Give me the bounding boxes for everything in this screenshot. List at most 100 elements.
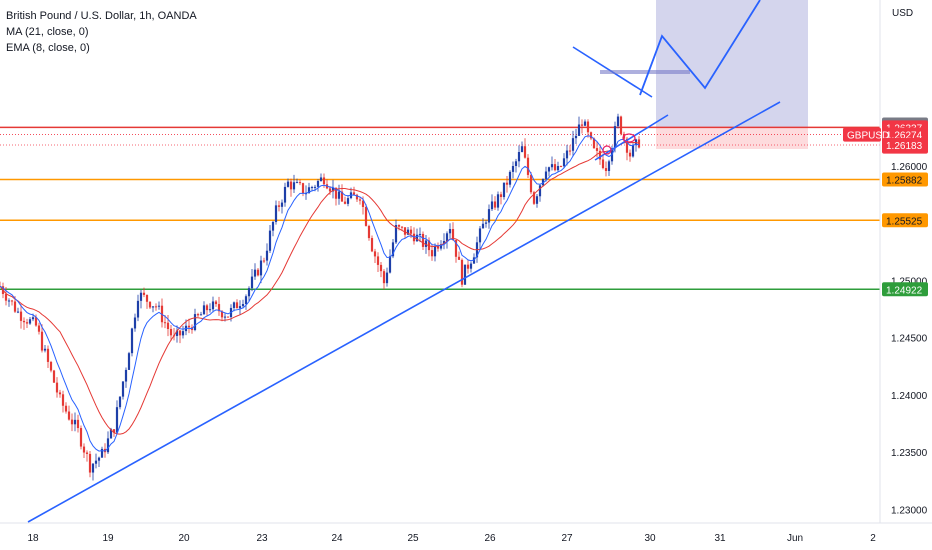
candle-body [127, 353, 131, 370]
candle-body [19, 311, 23, 321]
candle-body [574, 135, 578, 139]
legend-ma: MA (21, close, 0) [6, 26, 89, 38]
candle-body [343, 201, 347, 204]
candle-body [508, 171, 512, 185]
candle-body [46, 348, 50, 362]
level-price-badge [882, 172, 928, 187]
candle-body [79, 428, 83, 447]
candle-body [409, 229, 413, 234]
candle-body [217, 304, 221, 312]
candle-body [94, 460, 98, 464]
candle-body [571, 138, 575, 151]
candle-body [496, 194, 500, 208]
x-tick-label: 24 [331, 533, 343, 544]
candle-body [577, 124, 581, 136]
trendline-upper[interactable] [594, 114, 669, 161]
candle-body [136, 300, 140, 318]
candle-body [619, 116, 623, 134]
candle-body [493, 201, 497, 208]
candle-body [373, 251, 377, 257]
candle-body [124, 369, 128, 382]
candle-body [388, 256, 392, 273]
low-marker [622, 133, 636, 143]
candle-body [175, 330, 179, 336]
candle-body [598, 150, 602, 160]
candle-body [517, 152, 521, 162]
x-tick-label: 20 [178, 533, 190, 544]
candle-body [73, 419, 77, 425]
projection-path[interactable] [639, 0, 761, 96]
trendline-main[interactable] [27, 101, 781, 523]
candle-body [7, 300, 11, 302]
candle-body [37, 325, 41, 332]
candle-body [418, 233, 422, 235]
x-tick-label: 19 [102, 533, 114, 544]
candle-body [271, 221, 275, 231]
candle-body [529, 174, 533, 193]
candle-body [277, 205, 281, 207]
candle-body [430, 250, 434, 257]
candle-body [301, 183, 305, 194]
candle-body [199, 314, 203, 316]
candle-body [568, 150, 572, 152]
candle-body [364, 206, 368, 226]
x-tick-label: 31 [714, 533, 726, 544]
price-badge-label: 1.26183 [886, 141, 923, 152]
candle-body [433, 246, 437, 257]
x-tick-label: 2 [870, 533, 876, 544]
candle-body [340, 191, 344, 202]
candle-body [502, 182, 506, 198]
candle-body [106, 438, 110, 453]
time-axis[interactable]: 18 19 20 23 24 25 26 27 30 31 Jun 2 [0, 522, 932, 544]
x-tick-label: 26 [484, 533, 496, 544]
candle-body [241, 304, 245, 307]
candle-body [382, 271, 386, 284]
plot-area[interactable] [0, 0, 880, 523]
candle-body [139, 292, 143, 301]
candle-body [292, 182, 296, 190]
candle-body [205, 305, 209, 311]
candle-body [361, 200, 365, 207]
price-axis[interactable]: USD 1.230001.235001.240001.245001.250001… [843, 0, 928, 523]
candle-body [64, 405, 68, 412]
candle-body [628, 152, 632, 157]
candle-body [370, 238, 374, 252]
candle-body [592, 138, 596, 149]
candle-body [70, 419, 74, 425]
level-price-badge [882, 213, 928, 228]
candle-body [268, 230, 272, 251]
ema-8-line [0, 135, 640, 452]
y-tick-label: 1.23000 [891, 505, 928, 516]
level-price-label: 1.25882 [886, 175, 923, 186]
candle-body [337, 191, 341, 199]
candle-body [550, 164, 554, 168]
candle-body [526, 157, 530, 175]
candle-body [280, 202, 284, 207]
x-tick-label: 30 [644, 533, 656, 544]
candle-body [553, 164, 557, 171]
candle-body [4, 294, 8, 301]
candle-body [463, 264, 467, 285]
candle-body [262, 260, 266, 262]
symbol-label: GBPUSD [847, 131, 889, 142]
candle-body [76, 419, 80, 429]
candle-body [625, 138, 629, 153]
x-tick-label: 27 [561, 533, 573, 544]
candle-body [130, 328, 134, 354]
candle-body [436, 246, 440, 249]
candle-body [253, 269, 257, 277]
candle-body [328, 188, 332, 192]
candle-body [118, 396, 122, 408]
candle-body [232, 302, 236, 308]
y-tick-label: 1.24500 [891, 334, 928, 345]
candle-body [82, 446, 86, 453]
candle-body [544, 171, 548, 179]
low-marker [602, 145, 612, 155]
candle-body [631, 145, 635, 157]
candle-body [154, 306, 158, 308]
candle-body [181, 331, 185, 336]
candle-body [16, 311, 20, 313]
candle-body [478, 228, 482, 243]
candle-body [394, 225, 398, 243]
